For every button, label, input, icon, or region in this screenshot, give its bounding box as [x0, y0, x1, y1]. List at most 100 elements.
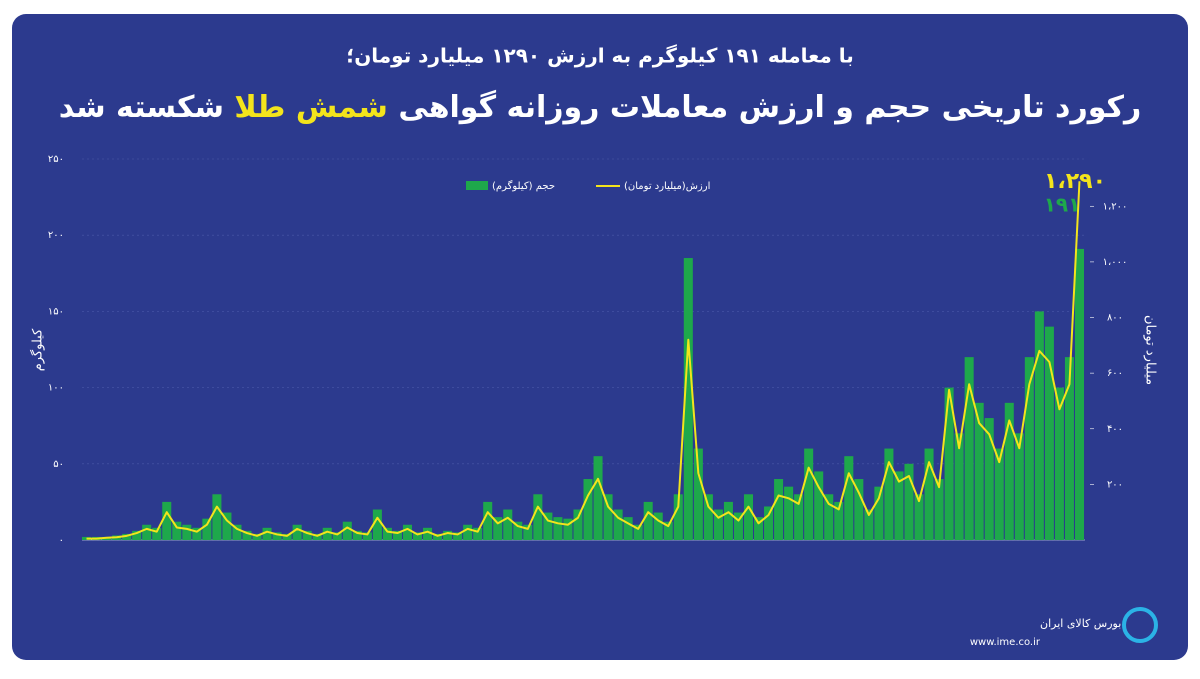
volume-bar — [503, 509, 513, 540]
volume-bar — [804, 448, 814, 540]
volume-bar — [372, 509, 382, 540]
volume-bar — [774, 479, 784, 540]
volume-bar — [523, 524, 533, 540]
y-tick-label: ۱۰۰ — [48, 383, 64, 394]
volume-bar — [633, 524, 643, 540]
volume-bar — [182, 524, 192, 540]
y-tick-label: ۲۵۰ — [48, 154, 64, 165]
volume-bar — [924, 448, 934, 540]
volume-bar — [653, 512, 663, 540]
volume-bar — [874, 486, 884, 540]
volume-bar — [412, 532, 423, 540]
volume-bar — [423, 527, 433, 540]
volume-bar — [764, 506, 774, 540]
volume-bar — [974, 402, 984, 540]
volume-bar — [934, 479, 944, 540]
volume-bar — [463, 524, 473, 540]
volume-bar — [453, 532, 463, 540]
y2-tick-label: ۸۰۰ — [1107, 313, 1123, 324]
volume-bar — [784, 486, 794, 540]
volume-bar — [242, 530, 252, 540]
volume-bar — [252, 533, 262, 540]
title: رکورد تاریخی حجم و ارزش معاملات روزانه گ… — [59, 89, 1142, 125]
volume-bar — [814, 471, 824, 540]
legend-swatch — [466, 181, 488, 190]
volume-bar — [342, 521, 352, 540]
source-url: www.ime.co.ir — [970, 637, 1041, 648]
volume-bar — [382, 527, 392, 540]
volume-bar — [573, 509, 583, 540]
volume-bar — [954, 433, 964, 540]
volume-bar — [222, 512, 232, 540]
volume-bar — [553, 517, 563, 540]
volume-bar — [673, 494, 683, 540]
volume-bar — [272, 532, 282, 540]
volume-bar — [1074, 248, 1084, 540]
volume-bar — [1044, 326, 1054, 540]
logo — [1122, 607, 1158, 643]
volume-bar — [583, 479, 593, 540]
volume-bar — [162, 501, 172, 540]
volume-bar — [693, 448, 703, 540]
volume-bar — [733, 512, 743, 540]
volume-bar — [132, 530, 142, 540]
volume-bar — [834, 501, 844, 540]
volume-bar — [593, 456, 603, 540]
subtitle: با معامله ۱۹۱ کیلوگرم به ارزش ۱۲۹۰ میلیا… — [346, 44, 854, 68]
volume-bar — [262, 527, 272, 540]
title-part: رکورد تاریخی حجم و ارزش معاملات روزانه گ… — [398, 89, 1141, 125]
volume-bar — [282, 533, 292, 540]
y2-tick-label: ۲۰۰ — [1107, 479, 1123, 490]
volume-bar — [172, 521, 182, 540]
volume-bar — [854, 479, 864, 540]
volume-bar — [332, 532, 342, 540]
y2-axis-label: میلیارد تومان — [1143, 315, 1158, 385]
volume-bar — [1004, 402, 1014, 540]
volume-bar — [984, 418, 994, 540]
y-tick-label: ۰ — [59, 535, 64, 546]
volume-bar — [142, 524, 152, 540]
volume-bar — [613, 509, 623, 540]
volume-bar — [443, 530, 453, 540]
volume-bar — [433, 533, 443, 540]
volume-bar — [713, 509, 723, 540]
volume-bar — [533, 494, 543, 540]
title-part: شکسته شد — [59, 90, 224, 125]
volume-bar — [202, 518, 212, 540]
y-tick-label: ۵۰ — [53, 459, 64, 470]
volume-bar — [1024, 357, 1034, 540]
volume-bar — [483, 501, 493, 540]
volume-bar — [844, 456, 854, 540]
volume-bar — [683, 258, 693, 540]
volume-bar — [392, 530, 402, 540]
volume-bar — [152, 527, 162, 540]
volume-bar — [493, 517, 503, 540]
volume-bar — [232, 524, 242, 540]
y2-tick-label: ۱،۲۰۰ — [1103, 201, 1128, 212]
y-tick-label: ۲۰۰ — [48, 230, 64, 241]
volume-bar — [362, 532, 372, 540]
y2-tick-label: ۶۰۰ — [1107, 368, 1123, 379]
volume-bar — [723, 501, 733, 540]
volume-bar — [703, 494, 713, 540]
volume-bar — [543, 512, 553, 540]
annotation: ۱۹۱ — [1044, 193, 1081, 217]
value-line — [86, 181, 1081, 540]
legend-label: ارزش(میلیارد تومان) — [624, 181, 710, 192]
volume-bar — [1034, 311, 1044, 540]
card — [12, 14, 1188, 660]
volume-bar — [513, 521, 523, 540]
volume-bar — [1064, 357, 1074, 540]
volume-bar — [322, 527, 332, 540]
volume-bar — [603, 494, 613, 540]
volume-bar — [894, 471, 904, 540]
volume-bar — [944, 387, 954, 540]
volume-bar — [192, 527, 202, 540]
volume-bar — [743, 494, 754, 540]
title-highlight: شمش طلا — [234, 90, 388, 125]
volume-bar — [292, 524, 302, 540]
volume-bar — [473, 527, 483, 540]
volume-bar — [312, 533, 322, 540]
